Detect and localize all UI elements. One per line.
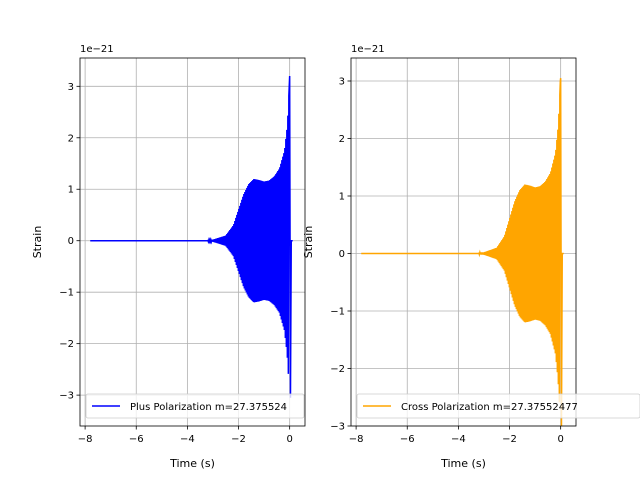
legend-label: Cross Polarization m=27.37552477 (401, 402, 578, 413)
y-tick-label: −1 (59, 288, 74, 299)
y-tick-label: −2 (59, 339, 74, 350)
x-tick-label: −2 (231, 434, 246, 445)
x-axis-label: Time (s) (440, 457, 486, 470)
axes-frame (350, 57, 577, 427)
y-tick-label: 3 (339, 77, 345, 88)
y-offset-text: 1e−21 (351, 44, 385, 55)
x-tick-label: 0 (286, 434, 292, 445)
y-tick-label: 2 (68, 133, 74, 144)
waveform-path (90, 75, 293, 398)
cross-polarization-axes: −8 −6 −4 −2 0 −3 −2 −1 0 1 2 3 1e−21 Time (s) Strain (302, 44, 577, 470)
legend: Cross Polarization m=27.37552477 (356, 393, 640, 419)
y-tick-label: 1 (339, 192, 345, 203)
legend-label: Plus Polarization m=27.375524 (130, 402, 287, 413)
series-line (361, 78, 564, 427)
legend-frame (356, 393, 640, 419)
waveform-path (361, 78, 564, 427)
y-tick-label: 1 (68, 185, 74, 196)
y-axis-label: Strain (31, 226, 44, 259)
x-axis-label: Time (s) (169, 457, 215, 470)
y-tick-label: −3 (330, 422, 345, 433)
y-tick-label: 3 (68, 82, 74, 93)
legend-frame (85, 393, 305, 419)
x-tick-label: −8 (78, 434, 93, 445)
legend: Plus Polarization m=27.375524 (85, 393, 305, 419)
x-tick-label: −4 (180, 434, 195, 445)
series-line (90, 75, 293, 398)
x-tick-label: −2 (502, 434, 517, 445)
y-tick-label: 2 (339, 134, 345, 145)
y-offset-text: 1e−21 (80, 44, 114, 55)
y-tick-label: −1 (330, 307, 345, 318)
y-tick-label: 0 (339, 249, 345, 260)
x-tick-label: −6 (129, 434, 144, 445)
y-tick-label: −3 (59, 391, 74, 402)
x-tick-label: −8 (349, 434, 364, 445)
x-tick-label: −4 (451, 434, 466, 445)
plus-polarization-axes: −8 −6 −4 −2 0 −3 −2 −1 0 1 2 3 1e−21 Time (s) Strain (31, 44, 306, 470)
axes-frame (79, 57, 306, 427)
y-tick-label: 0 (68, 236, 74, 247)
x-tick-label: −6 (400, 434, 415, 445)
y-axis-label: Strain (302, 226, 315, 259)
y-tick-label: −2 (330, 364, 345, 375)
x-tick-label: 0 (557, 434, 563, 445)
